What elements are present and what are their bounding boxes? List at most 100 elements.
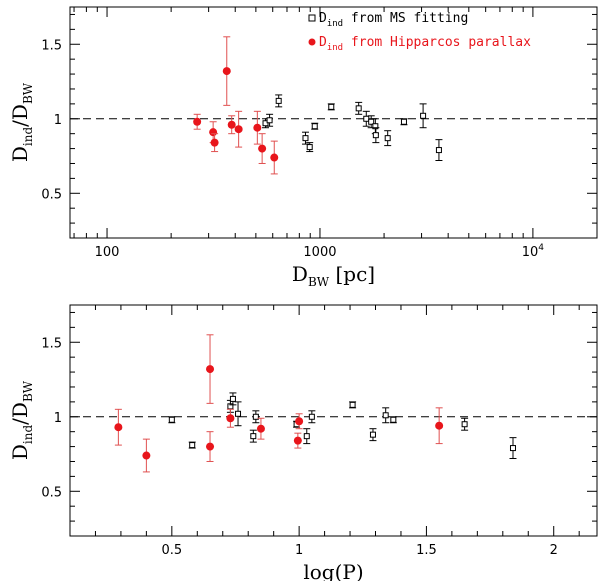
ms-fitting-point	[435, 139, 443, 162]
ms-fitting-point	[229, 392, 237, 406]
x-tick-label: 1000	[303, 245, 336, 260]
marker-circle	[206, 442, 215, 451]
hipparcos-point	[256, 417, 265, 440]
y-axis-label: Dind/DBW	[8, 380, 35, 460]
hipparcos-point	[270, 140, 279, 175]
marker-square	[168, 416, 175, 423]
legend-marker-circle	[308, 38, 316, 46]
marker-square	[302, 135, 309, 142]
ms-fitting-point	[355, 101, 363, 115]
marker-square	[382, 412, 389, 419]
marker-square	[368, 118, 375, 125]
marker-circle	[295, 417, 304, 426]
marker-circle	[210, 138, 219, 147]
x-tick-label: 1	[295, 543, 303, 558]
marker-circle	[256, 424, 265, 433]
marker-circle	[253, 123, 262, 132]
ms-fitting-point	[372, 127, 380, 144]
marker-square	[384, 135, 391, 142]
marker-circle	[234, 125, 243, 134]
marker-circle	[226, 414, 235, 423]
marker-circle	[142, 451, 151, 460]
marker-circle	[222, 67, 231, 76]
y-tick-label: 1	[54, 411, 62, 426]
marker-square	[390, 416, 397, 423]
hipparcos-point	[435, 407, 444, 445]
ms-fitting-point	[389, 416, 397, 424]
legend-entry-ms: Dind from MS fitting	[319, 11, 468, 29]
marker-square	[311, 123, 318, 130]
x-tick-label: 2	[550, 543, 558, 558]
marker-square	[266, 117, 273, 124]
marker-square	[372, 132, 379, 139]
marker-circle	[258, 144, 267, 153]
marker-circle	[193, 117, 202, 126]
hipparcos-point	[253, 110, 262, 145]
ms-fitting-point	[367, 115, 375, 129]
hipparcos-point	[227, 115, 236, 135]
ms-fitting-point	[262, 118, 270, 129]
marker-circle	[209, 128, 218, 137]
y-tick-label: 0.5	[41, 485, 62, 500]
hipparcos-point	[193, 113, 202, 130]
hipparcos-point	[206, 431, 215, 462]
marker-square	[400, 118, 407, 125]
ms-fitting-point	[461, 417, 469, 431]
marker-square	[303, 433, 310, 440]
marker-circle	[227, 120, 236, 129]
marker-square	[355, 105, 362, 112]
hipparcos-point	[234, 110, 243, 148]
hipparcos-point	[222, 36, 231, 106]
hipparcos-point	[210, 133, 219, 153]
x-tick-label: 100	[95, 245, 120, 260]
x-axis-label: log(P)	[303, 560, 363, 581]
ms-fitting-point	[303, 428, 311, 445]
hipparcos-point	[114, 408, 123, 446]
legend-marker-square	[308, 14, 316, 22]
ms-fitting-point	[400, 118, 408, 126]
hipparcos-point	[258, 133, 267, 164]
marker-square	[349, 401, 356, 408]
marker-circle	[114, 423, 123, 432]
top-panel: 100 1000 104 0.5 1 1.5 DBW [pc] Dind/DBW Dind fr…	[8, 6, 598, 289]
marker-square	[420, 112, 427, 119]
ms-fitting-point	[249, 429, 257, 443]
marker-square	[252, 413, 259, 420]
marker-square	[250, 433, 257, 440]
marker-square	[306, 144, 313, 151]
ms-fitting-point	[419, 103, 427, 129]
marker-square	[328, 103, 335, 110]
marker-circle	[206, 365, 215, 374]
marker-square	[363, 115, 370, 122]
ms-fitting-point	[308, 410, 316, 424]
legend: Dind from MS fitting Dind from Hipparcos …	[308, 11, 531, 53]
marker-circle	[293, 436, 302, 445]
bottom-panel: 0.5 1 1.5 2 0.5 1 1.5 log(P) Dind/DBW	[8, 304, 598, 581]
ms-fitting-point	[369, 428, 377, 442]
ms-fitting-point	[384, 130, 392, 147]
hipparcos-point	[226, 408, 235, 428]
ms-fitting-point	[509, 437, 517, 460]
ms-fitting-point	[311, 122, 319, 130]
y-tick-label: 1.5	[41, 336, 62, 351]
marker-square	[235, 410, 242, 417]
y-tick-label: 1.5	[41, 38, 62, 53]
y-tick-label: 1	[54, 113, 62, 128]
ms-fitting-point	[275, 94, 283, 108]
ms-fitting-point	[306, 142, 314, 153]
marker-square	[435, 147, 442, 154]
marker-square	[461, 421, 468, 428]
hipparcos-point	[293, 432, 302, 449]
marker-circle	[435, 421, 444, 430]
hipparcos-point	[206, 334, 215, 404]
marker-square	[509, 445, 516, 452]
legend-entry-hip: Dind from Hipparcos parallax	[319, 35, 531, 53]
plot-frame	[69, 304, 598, 537]
x-axis-label: DBW [pc]	[292, 262, 375, 289]
y-tick-label: 0.5	[41, 187, 62, 202]
marker-square	[189, 442, 196, 449]
ms-fitting-point	[168, 416, 176, 424]
x-tick-label: 1.5	[416, 543, 437, 558]
ms-fitting-point	[327, 103, 335, 111]
